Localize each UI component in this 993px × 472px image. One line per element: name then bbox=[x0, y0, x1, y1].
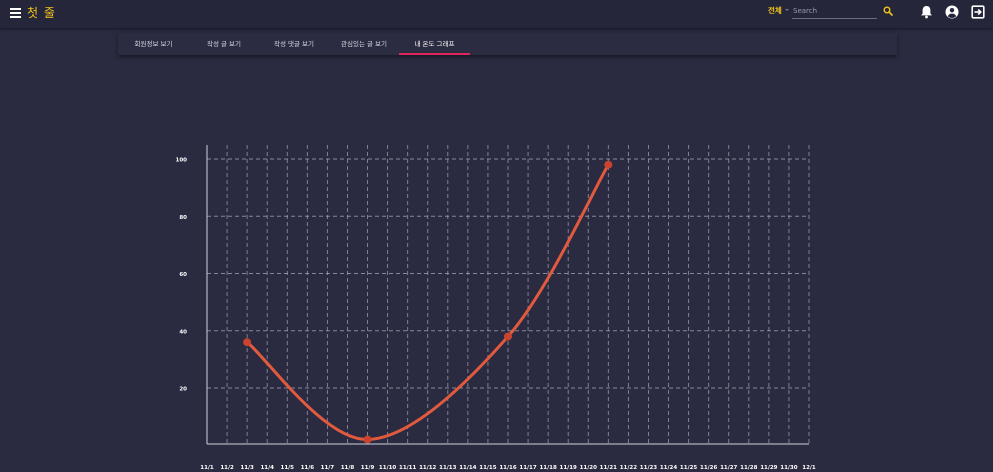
x-tick-label: 11/11 bbox=[399, 465, 416, 471]
data-point[interactable] bbox=[363, 435, 372, 444]
x-tick-label: 11/2 bbox=[220, 465, 234, 471]
profile-tab-bar: 회원정보 보기 작성 글 보기 작성 댓글 보기 관심있는 글 보기 내 온도 … bbox=[118, 33, 897, 55]
y-tick-label: 60 bbox=[179, 272, 187, 278]
x-tick-label: 11/20 bbox=[580, 465, 597, 471]
x-tick-label: 11/23 bbox=[640, 465, 657, 471]
x-tick-label: 11/26 bbox=[700, 465, 717, 471]
app-bar: 첫 줄 전체 bbox=[0, 0, 993, 28]
y-tick-label: 80 bbox=[179, 215, 187, 221]
search-bar: 전체 bbox=[768, 4, 896, 20]
x-tick-label: 11/6 bbox=[301, 465, 315, 471]
chart-axes bbox=[206, 145, 809, 445]
x-tick-label: 11/19 bbox=[560, 465, 577, 471]
x-tick-label: 11/27 bbox=[720, 465, 737, 471]
x-tick-label: 11/25 bbox=[680, 465, 697, 471]
y-tick-label: 20 bbox=[179, 387, 187, 393]
data-point[interactable] bbox=[243, 338, 252, 347]
tab-my-comments[interactable]: 작성 댓글 보기 bbox=[273, 40, 314, 48]
chevron-down-icon[interactable] bbox=[785, 9, 789, 11]
bell-icon[interactable] bbox=[920, 5, 933, 19]
x-tick-label: 11/12 bbox=[419, 465, 436, 471]
x-tick-label: 11/22 bbox=[620, 465, 637, 471]
x-tick-label: 11/24 bbox=[660, 465, 677, 471]
x-tick-label: 11/21 bbox=[600, 465, 617, 471]
x-tick-label: 11/10 bbox=[379, 465, 396, 471]
tab-my-temperature-graph[interactable]: 내 온도 그래프 bbox=[414, 40, 455, 48]
chart-tick-labels: 20 40 60 80 100 11/1 11/2 11/3 11/4 11/5 11/6 11/7 1… bbox=[176, 158, 816, 472]
y-tick-label: 40 bbox=[179, 329, 187, 335]
app-title[interactable]: 첫 줄 bbox=[27, 6, 56, 20]
tab-favorite-posts[interactable]: 관심있는 글 보기 bbox=[341, 40, 387, 48]
menu-icon[interactable] bbox=[10, 8, 21, 19]
data-point[interactable] bbox=[504, 332, 512, 341]
search-input[interactable] bbox=[792, 4, 877, 19]
x-tick-label: 11/7 bbox=[321, 465, 335, 471]
x-tick-label: 11/17 bbox=[519, 465, 536, 471]
x-tick-label: 11/13 bbox=[439, 465, 456, 471]
x-tick-label: 11/5 bbox=[281, 465, 295, 471]
x-tick-label: 12/1 bbox=[802, 465, 816, 471]
tab-member-info[interactable]: 회원정보 보기 bbox=[134, 40, 173, 48]
x-tick-label: 11/3 bbox=[240, 465, 254, 471]
logout-icon[interactable] bbox=[971, 5, 985, 19]
chart-grid bbox=[207, 145, 810, 444]
x-tick-label: 11/4 bbox=[260, 465, 274, 471]
x-tick-label: 11/1 bbox=[200, 465, 214, 471]
series-line bbox=[245, 163, 610, 442]
search-scope-select[interactable]: 전체 bbox=[768, 6, 782, 15]
x-tick-label: 11/15 bbox=[479, 465, 496, 471]
account-circle-icon[interactable] bbox=[945, 5, 959, 19]
search-icon[interactable] bbox=[883, 6, 893, 16]
data-point[interactable] bbox=[604, 160, 613, 169]
x-tick-label: 11/30 bbox=[780, 465, 797, 471]
x-tick-label: 11/28 bbox=[740, 465, 757, 471]
x-tick-label: 11/16 bbox=[499, 465, 516, 471]
active-tab-indicator bbox=[399, 53, 470, 55]
x-tick-label: 11/9 bbox=[361, 465, 375, 471]
y-tick-label: 100 bbox=[176, 158, 188, 164]
x-tick-label: 11/29 bbox=[760, 465, 777, 471]
chart-series bbox=[243, 160, 613, 444]
tab-my-posts[interactable]: 작성 글 보기 bbox=[206, 40, 242, 48]
x-tick-label: 11/18 bbox=[539, 465, 556, 471]
x-tick-label: 11/8 bbox=[341, 465, 355, 471]
x-tick-label: 11/14 bbox=[459, 465, 476, 471]
